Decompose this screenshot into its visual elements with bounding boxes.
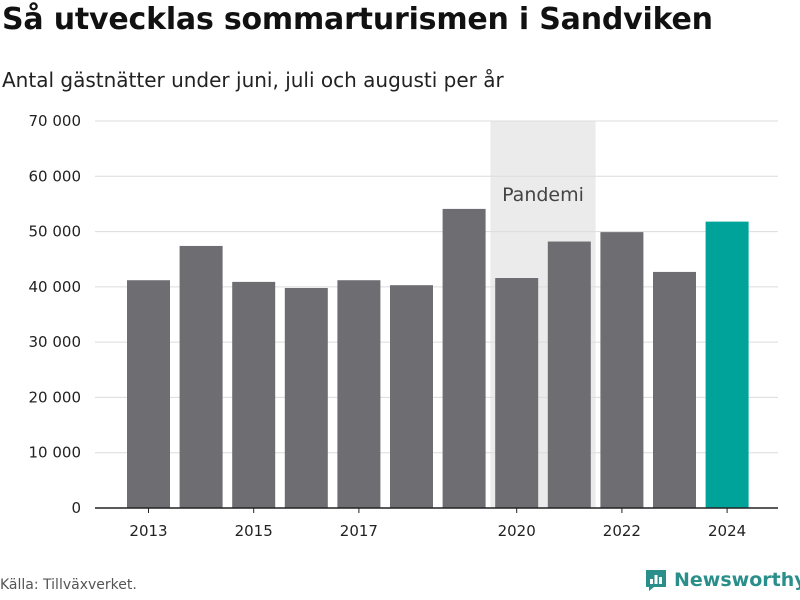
bar-chart: 0 10 000 20 000 30 000 40 000 50 000 60 000 70 … (29, 112, 778, 540)
bar-2014 (179, 245, 223, 508)
bar-2017 (337, 280, 381, 508)
pandemic-label: Pandemi (502, 184, 584, 206)
brand-logo: Newsworthy (644, 568, 800, 592)
y-tick-label: 40 000 (29, 278, 82, 296)
x-tick-label: 2020 (498, 522, 536, 540)
x-tick-label: 2013 (129, 522, 167, 540)
source-note: Källa: Tillväxverket. (0, 577, 137, 593)
bar-2013 (127, 280, 170, 508)
y-tick-label: 70 000 (29, 112, 82, 130)
x-tick-label: 2017 (340, 522, 378, 540)
bar-2022 (600, 232, 644, 509)
x-tick-label: 2022 (603, 522, 641, 540)
bar-2016 (284, 287, 328, 508)
y-tick-label: 50 000 (29, 223, 82, 241)
y-tick-label: 60 000 (29, 167, 82, 185)
chart-title: Så utvecklas sommarturismen i Sandviken (2, 2, 713, 37)
y-tick-label: 30 000 (29, 333, 82, 351)
bar-2020 (495, 278, 539, 508)
bar-2024 (705, 221, 749, 508)
x-tick-label: 2024 (708, 522, 746, 540)
bar-2019 (442, 208, 486, 508)
newsworthy-logo-icon (646, 570, 666, 591)
x-tick-label: 2015 (235, 522, 273, 540)
bar-2018 (390, 285, 433, 508)
y-tick-label: 20 000 (29, 388, 82, 406)
brand-name: Newsworthy (674, 569, 800, 591)
bar-2021 (547, 241, 591, 508)
y-tick-label: 0 (71, 499, 81, 517)
chart-subtitle: Antal gästnätter under juni, juli och au… (2, 68, 504, 92)
y-tick-label: 10 000 (29, 444, 82, 462)
bar-2015 (232, 281, 276, 508)
bar-2023 (653, 271, 696, 508)
